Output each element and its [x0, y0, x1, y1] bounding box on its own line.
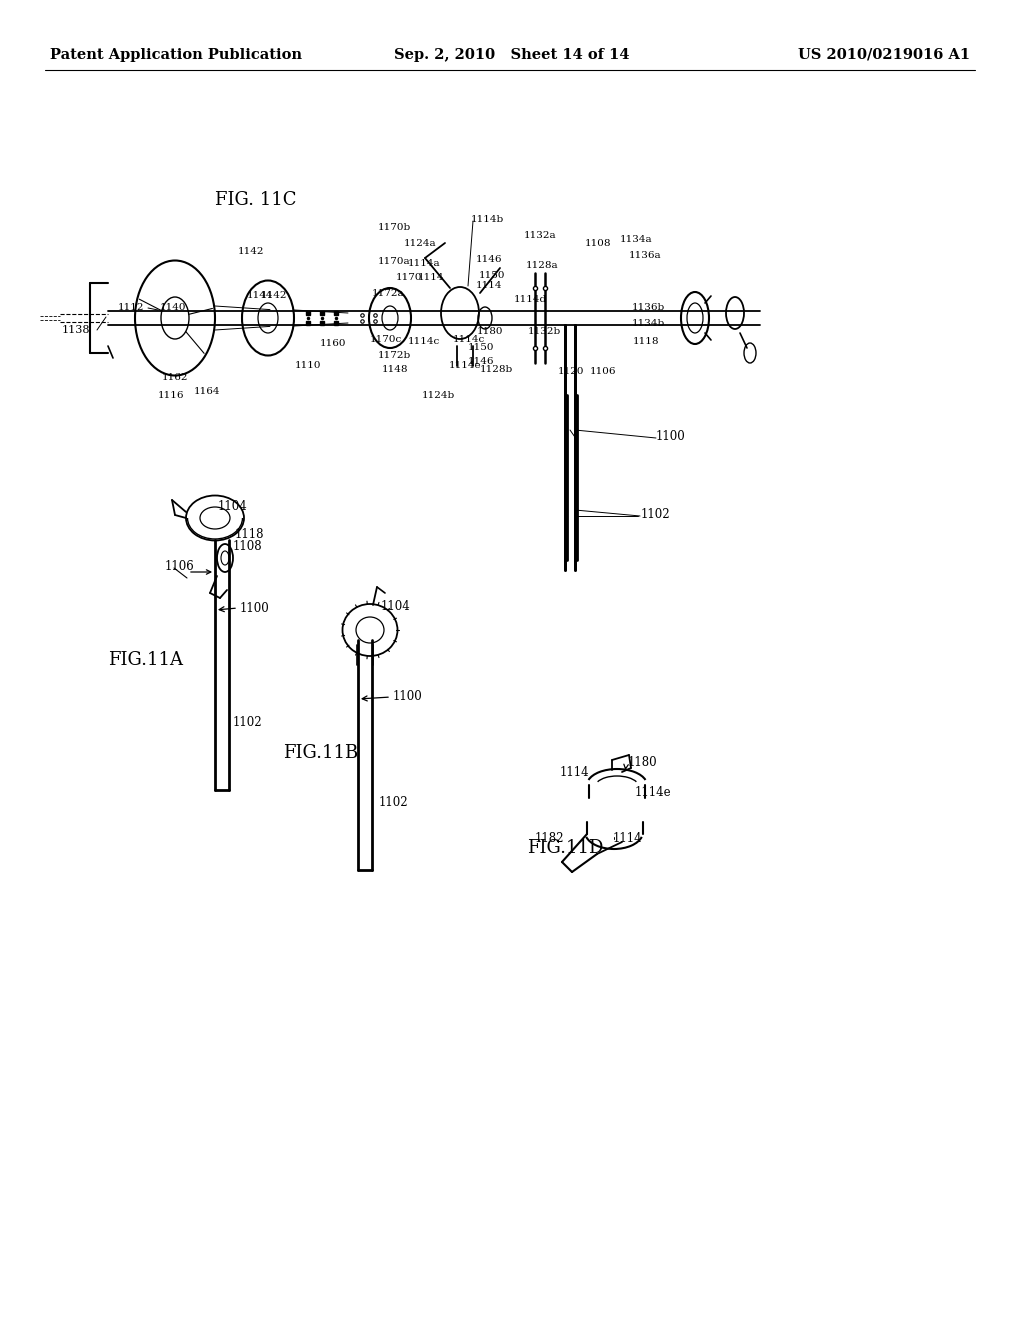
Text: 1172a: 1172a [372, 289, 404, 297]
Text: 1132a: 1132a [524, 231, 557, 240]
Text: US 2010/0219016 A1: US 2010/0219016 A1 [798, 48, 970, 62]
Text: Sep. 2, 2010   Sheet 14 of 14: Sep. 2, 2010 Sheet 14 of 14 [394, 48, 630, 62]
Text: FIG.11D: FIG.11D [527, 840, 603, 857]
Text: 1136b: 1136b [632, 302, 666, 312]
Text: 1134b: 1134b [632, 319, 666, 329]
Text: FIG. 11C: FIG. 11C [215, 191, 297, 209]
Text: 1170b: 1170b [378, 223, 412, 232]
Text: 1120: 1120 [558, 367, 585, 375]
Text: 1100: 1100 [240, 602, 269, 615]
Text: 1114: 1114 [418, 273, 444, 282]
Text: FIG.11A: FIG.11A [108, 651, 183, 669]
Text: 1134a: 1134a [620, 235, 652, 244]
Text: 1148: 1148 [382, 366, 409, 375]
Text: 1164: 1164 [194, 388, 220, 396]
Text: FIG.11B: FIG.11B [283, 744, 358, 762]
Text: 1106: 1106 [165, 561, 195, 573]
Text: 1108: 1108 [233, 540, 262, 553]
Text: 1100: 1100 [393, 690, 423, 704]
Text: 1118: 1118 [633, 338, 659, 346]
Text: 1142: 1142 [261, 290, 288, 300]
Text: 1106: 1106 [590, 367, 616, 375]
Text: 1180: 1180 [477, 327, 504, 337]
Text: 1112: 1112 [118, 304, 144, 313]
Text: Patent Application Publication: Patent Application Publication [50, 48, 302, 62]
Text: 1108: 1108 [585, 239, 611, 248]
Text: 1110: 1110 [295, 360, 322, 370]
Text: 1114c: 1114c [408, 338, 440, 346]
Text: 1172b: 1172b [378, 351, 412, 360]
Text: 1114b: 1114b [471, 215, 504, 224]
Text: 1142: 1142 [238, 248, 264, 256]
Text: 1146: 1146 [468, 358, 495, 367]
Text: 1150: 1150 [468, 343, 495, 352]
Text: 1170c: 1170c [370, 335, 402, 345]
Text: 1114: 1114 [560, 767, 590, 780]
Text: 1100: 1100 [656, 430, 686, 444]
Text: 1132b: 1132b [528, 327, 561, 337]
Text: 1182: 1182 [535, 832, 564, 845]
Text: 1128b: 1128b [480, 366, 513, 375]
Text: 1140: 1140 [160, 304, 186, 313]
Text: 1102: 1102 [233, 715, 262, 729]
Text: 1114e: 1114e [449, 360, 481, 370]
Text: 1114e: 1114e [635, 787, 672, 800]
Text: 1102: 1102 [641, 508, 671, 521]
Text: 1146: 1146 [476, 256, 503, 264]
Text: 1104: 1104 [381, 601, 411, 614]
Text: 1128a: 1128a [526, 260, 559, 269]
Text: 1114a: 1114a [408, 260, 440, 268]
Text: 1170a: 1170a [378, 256, 411, 265]
Text: 1138: 1138 [61, 325, 90, 335]
Text: 1116: 1116 [158, 391, 184, 400]
Text: 1124a: 1124a [404, 239, 436, 248]
Text: 1162: 1162 [162, 372, 188, 381]
Text: 1160: 1160 [319, 338, 346, 347]
Text: 1150: 1150 [479, 272, 506, 281]
Text: 1118: 1118 [234, 528, 264, 540]
Text: 1180: 1180 [628, 756, 657, 770]
Text: 1114c: 1114c [453, 335, 485, 345]
Text: 1104: 1104 [218, 500, 248, 513]
Text: 1114: 1114 [613, 832, 643, 845]
Text: 1170: 1170 [396, 273, 423, 282]
Text: 1114d: 1114d [514, 296, 547, 305]
Text: 1136a: 1136a [629, 251, 662, 260]
Text: 1144: 1144 [247, 290, 273, 300]
Text: 1124b: 1124b [422, 391, 456, 400]
Text: 1114: 1114 [476, 281, 503, 289]
Text: 1102: 1102 [379, 796, 409, 808]
